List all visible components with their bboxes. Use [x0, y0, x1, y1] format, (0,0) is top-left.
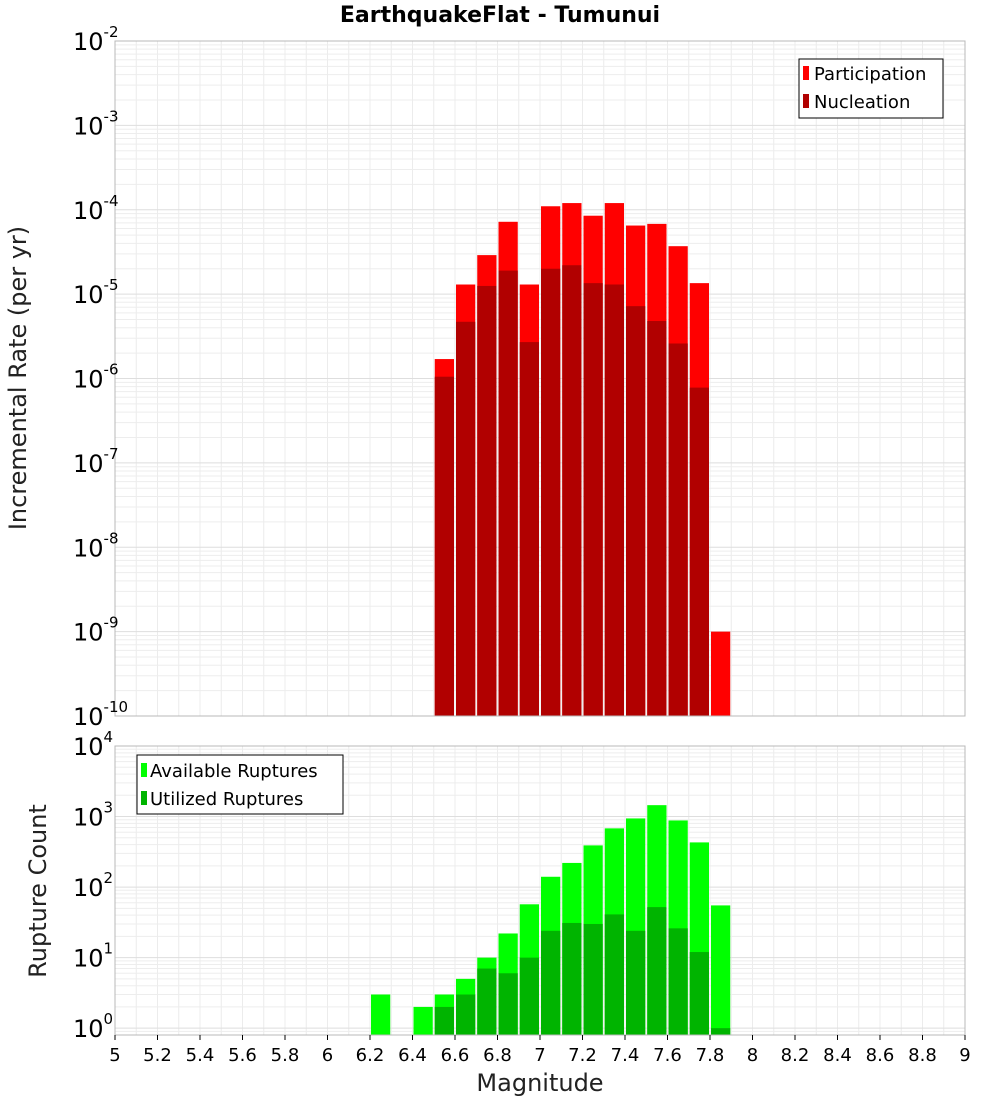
count-y-tick-label: 104 — [73, 728, 113, 761]
participation-legend-swatch — [803, 66, 809, 80]
rate-y-tick-label: 10-2 — [73, 23, 119, 56]
x-tick-label: 6.8 — [483, 1045, 512, 1066]
x-tick-label: 9 — [959, 1045, 970, 1066]
count-legend: Available Ruptures Utilized Ruptures — [136, 754, 344, 815]
count-bar-available-ruptures — [711, 905, 731, 1035]
count-bar-utilized-ruptures — [647, 907, 667, 1035]
rate-bar-nucleation — [541, 268, 561, 716]
rate-y-tick-label: 10-9 — [73, 614, 119, 647]
x-tick-label: 5.6 — [228, 1045, 257, 1066]
nucleation-legend-label: Nucleation — [814, 92, 910, 113]
rate-panel: 10-2 10-3 10-4 10-5 10-6 10-7 10-8 10-9 10-10 In… — [4, 23, 966, 731]
x-tick-label: 5 — [109, 1045, 120, 1066]
x-tick-label: 5.2 — [143, 1045, 172, 1066]
rate-plot-frame — [114, 40, 966, 717]
chart-title: EarthquakeFlat - Tumunui — [340, 3, 660, 28]
rate-bar-nucleation — [562, 265, 582, 716]
count-bar-utilized-ruptures — [541, 930, 561, 1035]
count-y-tick-label: 100 — [73, 1010, 113, 1043]
count-y-tick-label: 101 — [73, 940, 113, 973]
count-bar-utilized-ruptures — [562, 922, 582, 1035]
x-tick-label: 5.8 — [271, 1045, 300, 1066]
x-tick-label: 8.2 — [781, 1045, 810, 1066]
available-legend-swatch — [141, 763, 147, 777]
count-bar-utilized-ruptures — [626, 930, 646, 1035]
x-tick-label: 8.4 — [823, 1045, 852, 1066]
x-ticks: 5 5.2 5.4 5.6 5.8 6 6.2 6.4 6.6 6.8 7 7.2 7.4 7.6 7.8 8… — [109, 1035, 971, 1066]
nucleation-legend-swatch — [803, 94, 809, 108]
rate-bar-nucleation — [456, 321, 476, 716]
count-bar-utilized-ruptures — [668, 928, 688, 1035]
x-axis-label: Magnitude — [476, 1069, 603, 1097]
count-bar-utilized-ruptures — [498, 973, 518, 1035]
x-tick-label: 6.2 — [356, 1045, 385, 1066]
rate-bar-nucleation — [434, 376, 454, 716]
count-legend-box — [136, 754, 344, 815]
rate-grid — [114, 40, 966, 717]
x-tick-label: 7.8 — [696, 1045, 725, 1066]
rate-bar-nucleation — [498, 270, 518, 716]
rate-bar-participation — [711, 631, 731, 717]
x-tick-label: 7 — [534, 1045, 545, 1066]
rate-y-axis-label: Incremental Rate (per yr) — [4, 226, 32, 530]
rate-y-ticks: 10-2 10-3 10-4 10-5 10-6 10-7 10-8 10-9 10-10 — [73, 23, 128, 731]
rate-y-tick-label: 10-4 — [73, 192, 119, 225]
rate-y-tick-label: 10-10 — [73, 698, 128, 731]
x-tick-label: 8.8 — [908, 1045, 937, 1066]
rate-bar-nucleation — [583, 283, 603, 716]
rate-legend: Participation Nucleation — [798, 58, 944, 119]
count-y-tick-label: 103 — [73, 799, 113, 832]
x-tick-label: 6 — [322, 1045, 333, 1066]
x-tick-label: 8 — [747, 1045, 758, 1066]
count-bar-utilized-ruptures — [456, 994, 476, 1035]
rate-bar-nucleation — [689, 387, 709, 716]
rate-bar-nucleation — [519, 342, 539, 716]
rate-y-tick-label: 10-5 — [73, 276, 119, 309]
utilized-legend-label: Utilized Ruptures — [150, 789, 303, 810]
x-tick-label: 5.4 — [186, 1045, 215, 1066]
rate-y-tick-label: 10-6 — [73, 361, 119, 394]
count-y-tick-label: 102 — [73, 869, 113, 902]
x-tick-label: 7.6 — [653, 1045, 682, 1066]
count-y-ticks: 104 103 102 101 100 — [73, 728, 113, 1043]
x-tick-label: 6.6 — [441, 1045, 470, 1066]
rate-bar-nucleation — [604, 284, 624, 716]
rate-legend-box — [798, 58, 944, 119]
available-legend-label: Available Ruptures — [150, 761, 318, 782]
x-tick-label: 8.6 — [866, 1045, 895, 1066]
rate-y-tick-label: 10-3 — [73, 107, 119, 140]
count-bar-utilized-ruptures — [583, 923, 603, 1035]
rate-bar-nucleation — [626, 306, 646, 716]
rate-bars — [434, 203, 731, 717]
count-bar-utilized-ruptures — [519, 957, 539, 1035]
rate-y-tick-label: 10-7 — [73, 445, 119, 478]
count-bar-utilized-ruptures — [434, 1006, 454, 1035]
x-tick-label: 6.4 — [398, 1045, 427, 1066]
count-bar-available-ruptures — [413, 1006, 433, 1035]
count-bar-utilized-ruptures — [604, 914, 624, 1035]
count-bar-utilized-ruptures — [711, 1028, 731, 1035]
rate-y-tick-label: 10-8 — [73, 529, 119, 562]
count-y-axis-label: Rupture Count — [24, 804, 52, 978]
rate-bar-nucleation — [668, 343, 688, 716]
utilized-legend-swatch — [141, 791, 147, 805]
x-tick-label: 7.4 — [611, 1045, 640, 1066]
participation-legend-label: Participation — [814, 64, 926, 85]
rate-bar-nucleation — [647, 321, 667, 716]
count-bar-utilized-ruptures — [689, 952, 709, 1035]
count-bar-available-ruptures — [371, 994, 391, 1035]
count-bars — [371, 805, 731, 1035]
count-bar-utilized-ruptures — [477, 968, 497, 1035]
count-panel: 104 103 102 101 100 Rupture Count Available … — [24, 728, 971, 1097]
rate-bar-nucleation — [477, 285, 497, 716]
x-tick-label: 7.2 — [568, 1045, 597, 1066]
